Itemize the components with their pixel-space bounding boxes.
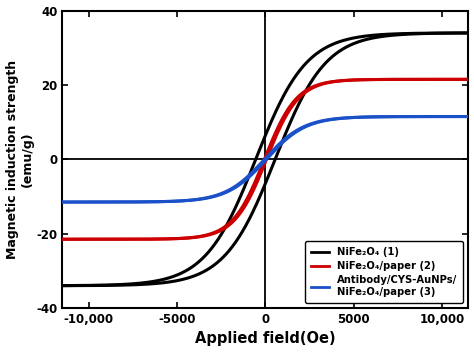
X-axis label: Applied field(Oe): Applied field(Oe) — [195, 332, 336, 346]
Legend: NiFe₂O₄ (1), NiFe₂O₄/paper (2), Antibody/CYS-AuNPs/
NiFe₂O₄/paper (3): NiFe₂O₄ (1), NiFe₂O₄/paper (2), Antibody… — [305, 241, 464, 303]
Y-axis label: Magnetic induction strength
(emu/g): Magnetic induction strength (emu/g) — [6, 60, 34, 259]
